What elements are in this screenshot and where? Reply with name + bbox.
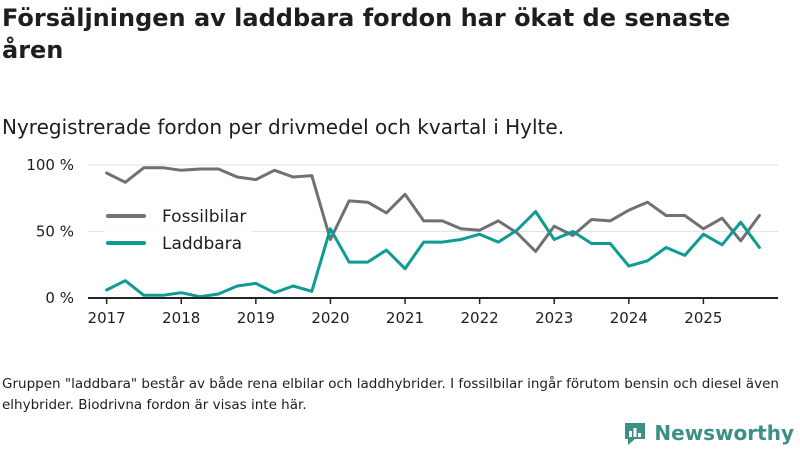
x-tick-label: 2024 bbox=[610, 309, 648, 327]
legend-label-fossilbilar: Fossilbilar bbox=[162, 207, 246, 227]
x-tick-label: 2023 bbox=[535, 309, 573, 327]
legend: Fossilbilar Laddbara bbox=[104, 203, 252, 254]
x-tick-label: 2018 bbox=[162, 309, 200, 327]
x-tick-label: 2025 bbox=[684, 309, 722, 327]
x-tick-label: 2019 bbox=[237, 309, 275, 327]
axes: 0 % 50 % 100 % 2017 2018 2019 2020 2021 2022 2023… bbox=[26, 156, 778, 327]
brand-name: Newsworthy bbox=[654, 421, 794, 445]
footnote: Gruppen "laddbara" består av både rena e… bbox=[2, 376, 779, 413]
chart-subtitle: Nyregistrerade fordon per drivmedel och … bbox=[2, 115, 565, 139]
legend-label-laddbara: Laddbara bbox=[162, 234, 242, 254]
x-tick-label: 2021 bbox=[386, 309, 424, 327]
brand-logo[interactable]: Newsworthy bbox=[622, 420, 794, 446]
series-line-laddbara bbox=[105, 210, 761, 299]
series-line-fossilbilar bbox=[105, 166, 761, 253]
x-tick-label: 2022 bbox=[461, 309, 499, 327]
series-lines bbox=[105, 166, 761, 299]
x-tick-label: 2020 bbox=[311, 309, 349, 327]
y-tick-label: 50 % bbox=[36, 223, 74, 241]
x-tick-label: 2017 bbox=[88, 309, 126, 327]
newsworthy-logo-icon bbox=[625, 423, 646, 445]
line-chart: 0 % 50 % 100 % 2017 2018 2019 2020 2021 2022 2023… bbox=[26, 156, 778, 327]
y-tick-label: 0 % bbox=[45, 289, 74, 307]
y-tick-label: 100 % bbox=[26, 156, 74, 174]
chart-title: Försäljningen av laddbara fordon har öka… bbox=[2, 4, 731, 64]
